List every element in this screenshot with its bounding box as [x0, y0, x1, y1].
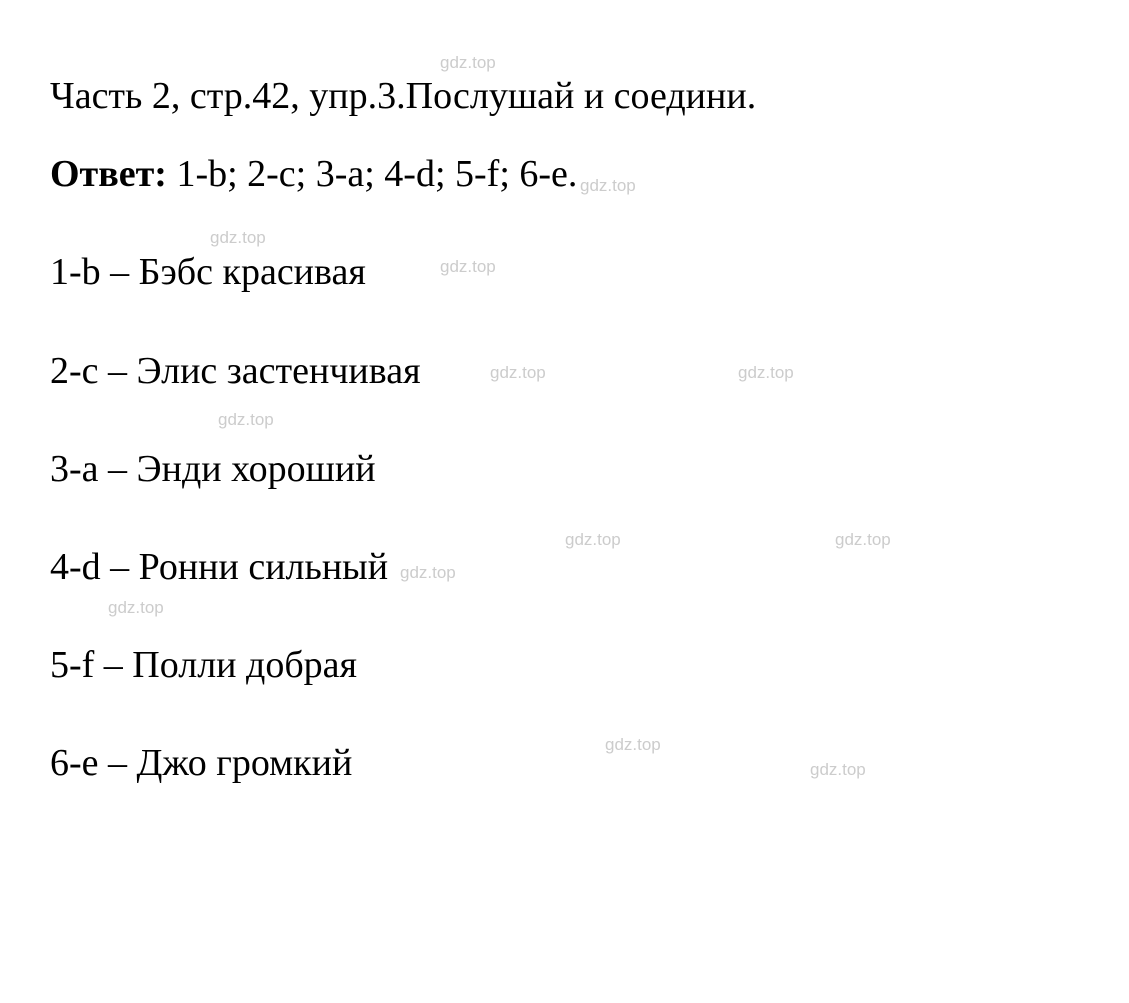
item-text: 2-c – Элис застенчивая [50, 350, 421, 392]
item-line: 2-c – Элис застенчивая [50, 345, 1079, 398]
item-text: 4-d – Ронни сильный [50, 546, 388, 588]
header-line: Часть 2, стр.42, упр.3.Послушай и соедин… [50, 70, 1079, 123]
item-line: 6-e – Джо громкий [50, 737, 1079, 790]
answer-line: Ответ: 1-b; 2-c; 3-a; 4-d; 5-f; 6-e. [50, 148, 1079, 201]
header-text: Часть 2, стр.42, упр.3.Послушай и соедин… [50, 75, 756, 117]
item-line: 5-f – Полли добрая [50, 639, 1079, 692]
answer-label: Ответ: [50, 153, 167, 195]
item-text: 3-a – Энди хороший [50, 448, 376, 490]
item-line: 3-a – Энди хороший [50, 443, 1079, 496]
item-line: 4-d – Ронни сильный [50, 541, 1079, 594]
document-content: Часть 2, стр.42, упр.3.Послушай и соедин… [50, 70, 1079, 791]
item-text: 6-e – Джо громкий [50, 742, 352, 784]
item-line: 1-b – Бэбс красивая [50, 246, 1079, 299]
item-text: 1-b – Бэбс красивая [50, 251, 366, 293]
answer-text: 1-b; 2-c; 3-a; 4-d; 5-f; 6-e. [167, 153, 577, 195]
item-text: 5-f – Полли добрая [50, 644, 357, 686]
